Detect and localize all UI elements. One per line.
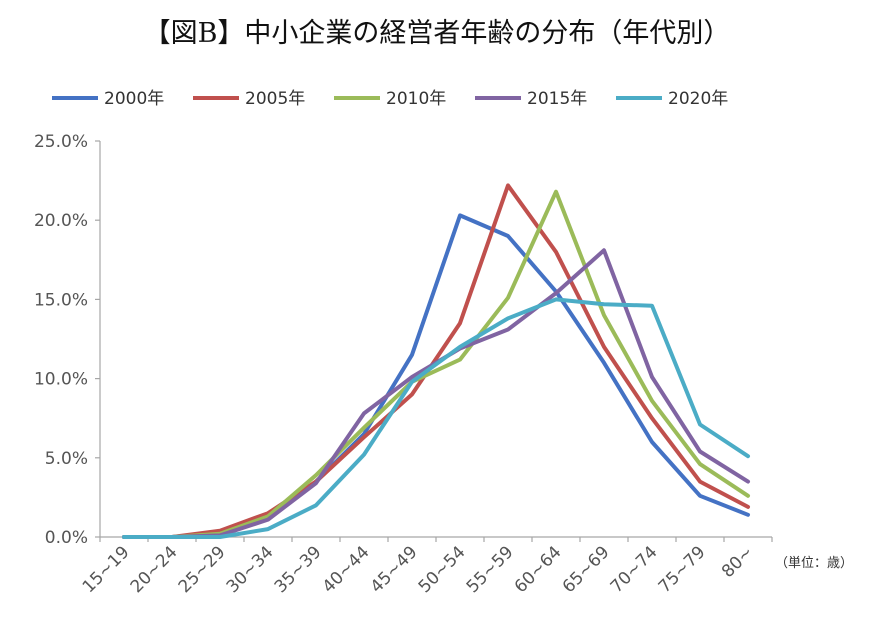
x-tick-label: 20~24 bbox=[127, 542, 182, 597]
legend: 2000年 2005年 2010年 2015年 2020年 bbox=[52, 89, 728, 109]
chart-title: 【図B】中小企業の経営者年齢の分布（年代別） bbox=[144, 18, 731, 49]
y-tick-label: 20.0% bbox=[34, 211, 88, 231]
legend-label: 2020年 bbox=[668, 89, 728, 109]
legend-label: 2005年 bbox=[245, 89, 305, 109]
x-tick-label: 80~ bbox=[718, 542, 758, 582]
x-tick-label: 35~39 bbox=[271, 542, 326, 597]
x-tick-label: 15~19 bbox=[79, 542, 134, 597]
x-tick-label: 60~64 bbox=[511, 542, 566, 597]
x-tick-label: 40~44 bbox=[319, 542, 374, 597]
y-tick-label: 0.0% bbox=[45, 528, 88, 548]
x-tick-label: 55~59 bbox=[463, 542, 518, 597]
unit-label: （単位：歳） bbox=[775, 555, 853, 571]
legend-label: 2010年 bbox=[386, 89, 446, 109]
x-tick-label: 50~54 bbox=[415, 542, 470, 597]
y-tick-label: 10.0% bbox=[34, 370, 88, 390]
legend-label: 2015年 bbox=[527, 89, 587, 109]
series-line-1 bbox=[122, 183, 750, 539]
series-line-0 bbox=[122, 213, 750, 539]
y-tick-label: 5.0% bbox=[45, 449, 88, 469]
axes: 0.0% 5.0% 10.0% 15.0% 20.0% 25.0% 15~1920~2425… bbox=[34, 132, 773, 597]
x-tick-label: 65~69 bbox=[559, 542, 614, 597]
x-tick-label: 25~29 bbox=[175, 542, 230, 597]
x-tick-label: 45~49 bbox=[367, 542, 422, 597]
x-tick-label: 75~79 bbox=[655, 542, 710, 597]
x-tick-label: 30~34 bbox=[223, 542, 278, 597]
plot-area bbox=[122, 183, 750, 539]
legend-label: 2000年 bbox=[104, 89, 164, 109]
y-tick-label: 15.0% bbox=[34, 290, 88, 310]
y-tick-label: 25.0% bbox=[34, 132, 88, 152]
x-tick-label: 70~74 bbox=[607, 542, 662, 597]
series-line-3 bbox=[122, 248, 750, 539]
series-line-4 bbox=[122, 297, 750, 539]
